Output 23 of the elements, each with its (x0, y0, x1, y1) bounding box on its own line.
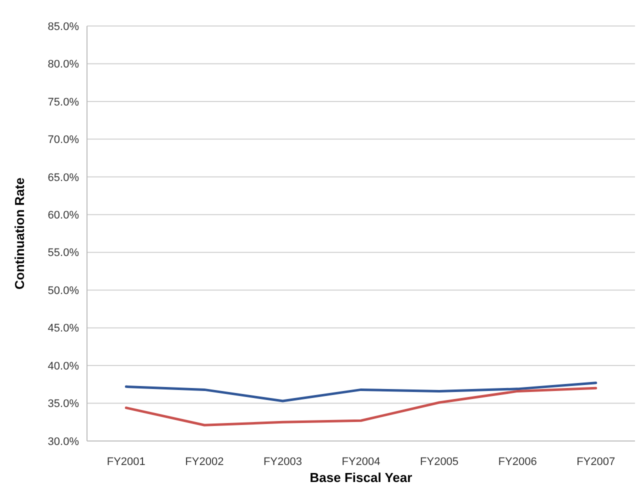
y-tick-label: 60.0% (48, 209, 80, 222)
x-tick-label: FY2005 (420, 456, 459, 468)
x-tick-label: FY2006 (498, 456, 537, 468)
x-axis-title: Base Fiscal Year (310, 470, 412, 485)
y-tick-label: 85.0% (48, 20, 80, 33)
y-tick-label: 80.0% (48, 58, 80, 71)
y-tick-label: 55.0% (48, 247, 80, 260)
line-series (124, 386, 598, 426)
y-tick-label: 70.0% (48, 134, 80, 146)
x-tick-label: FY2004 (342, 456, 380, 468)
y-tick-label: 45.0% (48, 322, 80, 335)
y-tick-label: 65.0% (48, 172, 80, 184)
y-tick-label: 40.0% (48, 360, 80, 372)
y-axis-title: Continuation Rate (12, 178, 27, 290)
x-tick-label: FY2003 (263, 456, 302, 468)
y-tick-label: 30.0% (48, 436, 80, 448)
y-tick-label: 50.0% (48, 284, 80, 297)
x-tick-label: FY2002 (185, 456, 224, 468)
y-tick-label: 35.0% (48, 398, 80, 410)
x-tick-label: FY2007 (576, 456, 616, 468)
y-tick-label: 75.0% (48, 96, 80, 108)
x-tick-label: FY2001 (106, 456, 146, 468)
line-series (124, 382, 598, 402)
